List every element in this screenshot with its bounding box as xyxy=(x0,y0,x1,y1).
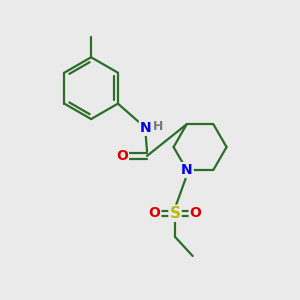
Text: S: S xyxy=(169,206,181,221)
Text: N: N xyxy=(140,121,152,135)
Text: O: O xyxy=(148,206,160,220)
Text: N: N xyxy=(181,163,193,177)
Text: H: H xyxy=(153,120,163,133)
Text: O: O xyxy=(190,206,202,220)
Text: O: O xyxy=(116,149,128,163)
